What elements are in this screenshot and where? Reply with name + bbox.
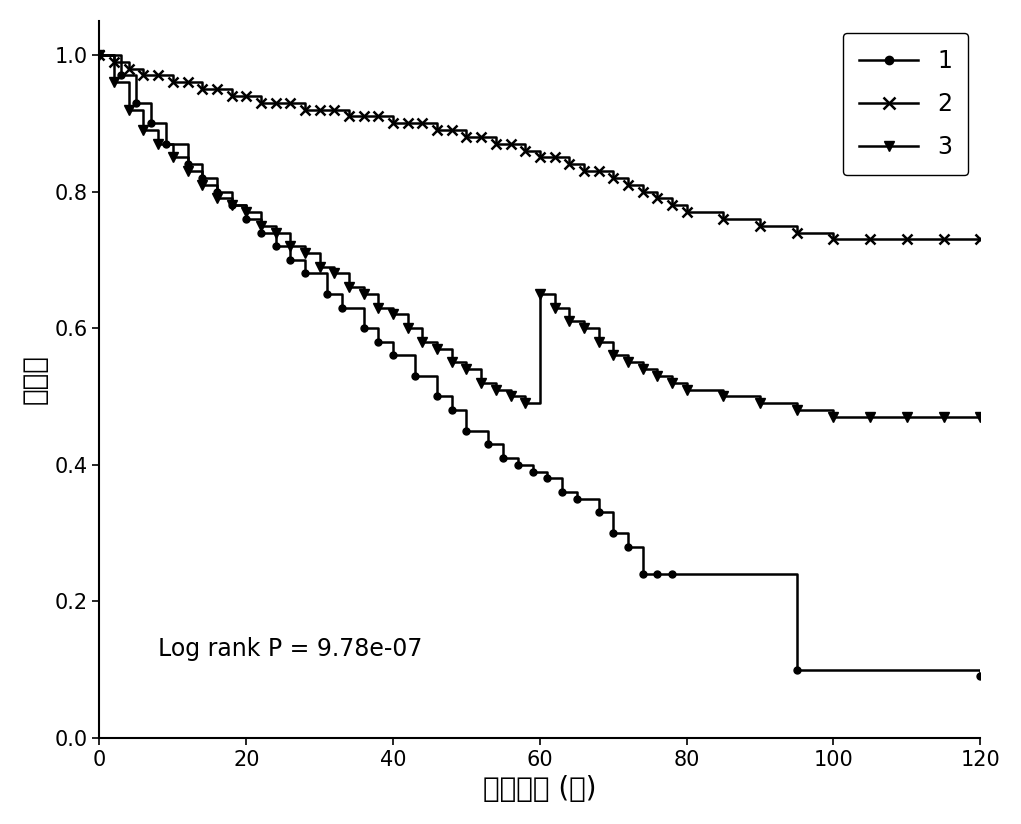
- Text: Log rank P = 9.78e-07: Log rank P = 9.78e-07: [158, 637, 423, 661]
- Legend: 1, 2, 3: 1, 2, 3: [842, 33, 969, 176]
- Y-axis label: 生存率: 生存率: [20, 354, 49, 405]
- X-axis label: 总生存期 (月): 总生存期 (月): [483, 775, 596, 803]
